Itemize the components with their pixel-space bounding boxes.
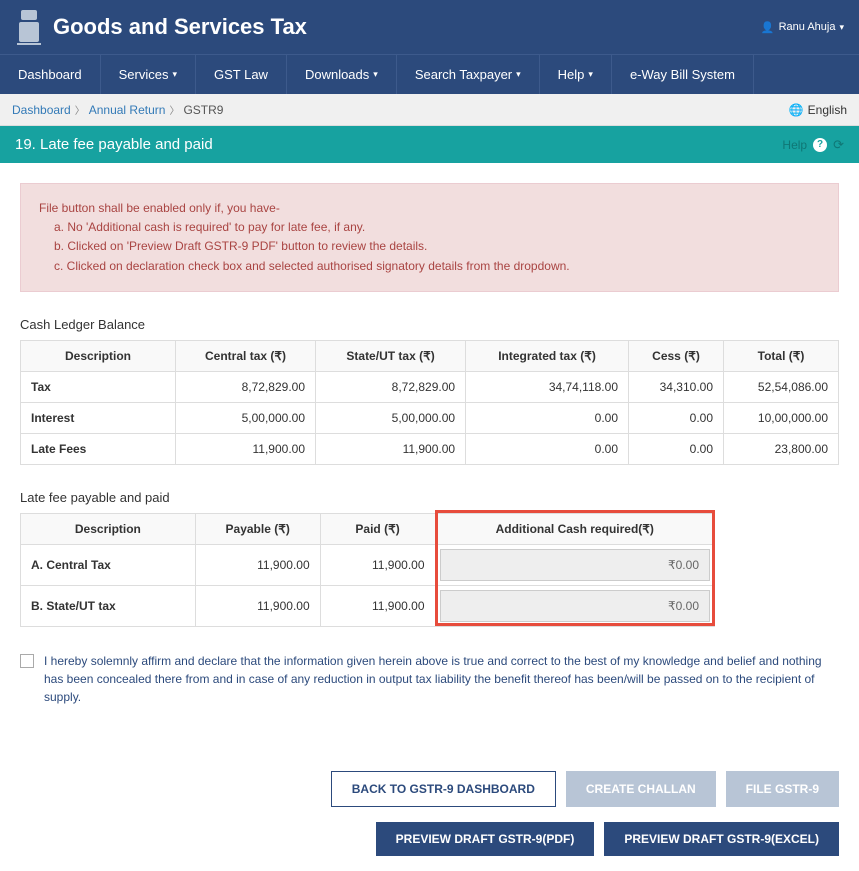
help-link[interactable]: Help — [782, 138, 807, 152]
create-challan-button: CREATE CHALLAN — [566, 771, 716, 807]
nav-eway-bill[interactable]: e-Way Bill System — [612, 55, 754, 94]
cash-ledger-table: Description Central tax (₹) State/UT tax… — [20, 340, 839, 465]
cell-additional: ₹0.00 — [435, 585, 715, 626]
cell-total: 52,54,086.00 — [724, 371, 839, 402]
col-central-tax: Central tax (₹) — [176, 340, 316, 371]
section-header: 19. Late fee payable and paid Help ? ⟳ — [0, 126, 859, 163]
table-row: Tax 8,72,829.00 8,72,829.00 34,74,118.00… — [21, 371, 839, 402]
cell-central: 11,900.00 — [176, 433, 316, 464]
cell-state: 8,72,829.00 — [316, 371, 466, 402]
cell-total: 10,00,000.00 — [724, 402, 839, 433]
declaration-text: I hereby solemnly affirm and declare tha… — [44, 652, 839, 706]
cell-paid: 11,900.00 — [320, 585, 435, 626]
col-integrated-tax: Integrated tax (₹) — [466, 340, 629, 371]
breadcrumb-dashboard[interactable]: Dashboard — [12, 103, 71, 117]
main-navbar: Dashboard Services▾ GST Law Downloads▾ S… — [0, 54, 859, 94]
declaration-row: I hereby solemnly affirm and declare tha… — [20, 652, 839, 706]
button-row-2: PREVIEW DRAFT GSTR-9(PDF) PREVIEW DRAFT … — [0, 822, 859, 871]
cell-payable: 11,900.00 — [195, 544, 320, 585]
alert-info: File button shall be enabled only if, yo… — [20, 183, 839, 292]
breadcrumb-bar: Dashboard 〉 Annual Return 〉 GSTR9 🌐 Engl… — [0, 94, 859, 126]
cell-central: 5,00,000.00 — [176, 402, 316, 433]
cell-desc: B. State/UT tax — [21, 585, 196, 626]
nav-search-taxpayer[interactable]: Search Taxpayer▾ — [397, 55, 540, 94]
additional-cash-input[interactable]: ₹0.00 — [440, 549, 711, 581]
language-toggle[interactable]: 🌐 English — [789, 103, 847, 117]
additional-cash-input[interactable]: ₹0.00 — [440, 590, 711, 622]
user-menu[interactable]: 👤 Ranu Ahuja ▾ — [761, 21, 844, 34]
chevron-down-icon: ▾ — [516, 69, 521, 80]
latefee-label: Late fee payable and paid — [20, 490, 839, 505]
table-row: B. State/UT tax 11,900.00 11,900.00 ₹0.0… — [21, 585, 715, 626]
alert-item-c: c. Clicked on declaration check box and … — [54, 257, 820, 276]
chevron-down-icon: ▾ — [839, 22, 844, 33]
cell-state: 5,00,000.00 — [316, 402, 466, 433]
col-total: Total (₹) — [724, 340, 839, 371]
section-title: 19. Late fee payable and paid — [15, 136, 782, 153]
ledger-label: Cash Ledger Balance — [20, 317, 839, 332]
cell-total: 23,800.00 — [724, 433, 839, 464]
cell-desc: Late Fees — [21, 433, 176, 464]
cell-desc: Tax — [21, 371, 176, 402]
cell-paid: 11,900.00 — [320, 544, 435, 585]
file-gstr9-button: FILE GSTR-9 — [726, 771, 839, 807]
cell-cess: 34,310.00 — [629, 371, 724, 402]
button-row-1: BACK TO GSTR-9 DASHBOARD CREATE CHALLAN … — [0, 756, 859, 822]
cell-desc: Interest — [21, 402, 176, 433]
cell-integrated: 34,74,118.00 — [466, 371, 629, 402]
cell-cess: 0.00 — [629, 433, 724, 464]
declaration-checkbox[interactable] — [20, 654, 34, 668]
col-payable: Payable (₹) — [195, 513, 320, 544]
refresh-icon[interactable]: ⟳ — [833, 137, 844, 153]
chevron-down-icon: ▾ — [373, 69, 378, 80]
table-row: Late Fees 11,900.00 11,900.00 0.00 0.00 … — [21, 433, 839, 464]
breadcrumb-separator: 〉 — [75, 102, 85, 117]
breadcrumb-separator: 〉 — [169, 102, 179, 117]
app-header: Goods and Services Tax 👤 Ranu Ahuja ▾ — [0, 0, 859, 54]
back-button[interactable]: BACK TO GSTR-9 DASHBOARD — [331, 771, 556, 807]
emblem-icon — [15, 8, 43, 46]
nav-help[interactable]: Help▾ — [540, 55, 612, 94]
table-row: A. Central Tax 11,900.00 11,900.00 ₹0.00 — [21, 544, 715, 585]
cell-central: 8,72,829.00 — [176, 371, 316, 402]
help-icon[interactable]: ? — [813, 138, 827, 152]
table-row: Interest 5,00,000.00 5,00,000.00 0.00 0.… — [21, 402, 839, 433]
nav-gst-law[interactable]: GST Law — [196, 55, 287, 94]
cell-state: 11,900.00 — [316, 433, 466, 464]
breadcrumb-current: GSTR9 — [183, 103, 223, 117]
content-area: File button shall be enabled only if, yo… — [0, 163, 859, 756]
alert-item-a: a. No 'Additional cash is required' to p… — [54, 218, 820, 237]
app-title: Goods and Services Tax — [53, 14, 761, 40]
nav-downloads[interactable]: Downloads▾ — [287, 55, 397, 94]
col-additional-cash: Additional Cash required(₹) — [435, 513, 715, 544]
col-state-tax: State/UT tax (₹) — [316, 340, 466, 371]
preview-excel-button[interactable]: PREVIEW DRAFT GSTR-9(EXCEL) — [604, 822, 839, 856]
nav-services[interactable]: Services▾ — [101, 55, 196, 94]
nav-dashboard[interactable]: Dashboard — [0, 55, 101, 94]
chevron-down-icon: ▾ — [172, 69, 177, 80]
language-label: English — [808, 103, 847, 117]
preview-pdf-button[interactable]: PREVIEW DRAFT GSTR-9(PDF) — [376, 822, 595, 856]
cell-integrated: 0.00 — [466, 402, 629, 433]
chevron-down-icon: ▾ — [588, 69, 593, 80]
alert-item-b: b. Clicked on 'Preview Draft GSTR-9 PDF'… — [54, 237, 820, 256]
col-description: Description — [21, 513, 196, 544]
breadcrumb-annual-return[interactable]: Annual Return — [89, 103, 166, 117]
cell-payable: 11,900.00 — [195, 585, 320, 626]
cell-integrated: 0.00 — [466, 433, 629, 464]
col-paid: Paid (₹) — [320, 513, 435, 544]
cell-additional: ₹0.00 — [435, 544, 715, 585]
user-name: Ranu Ahuja — [779, 21, 836, 33]
col-description: Description — [21, 340, 176, 371]
alert-intro: File button shall be enabled only if, yo… — [39, 199, 820, 218]
late-fee-table: Description Payable (₹) Paid (₹) Additio… — [20, 513, 715, 627]
col-cess: Cess (₹) — [629, 340, 724, 371]
cell-desc: A. Central Tax — [21, 544, 196, 585]
cell-cess: 0.00 — [629, 402, 724, 433]
user-icon: 👤 — [761, 21, 775, 34]
globe-icon: 🌐 — [789, 103, 804, 117]
